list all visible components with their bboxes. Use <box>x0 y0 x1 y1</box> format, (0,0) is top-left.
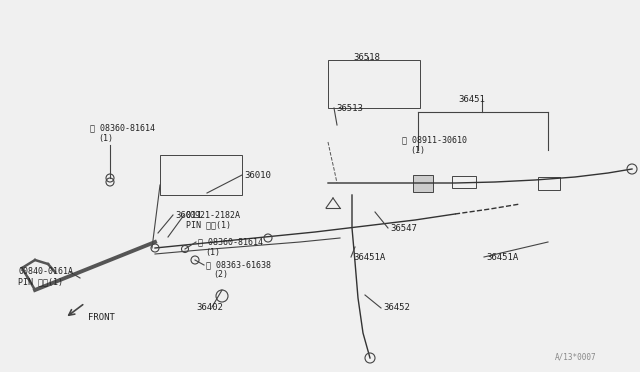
Text: FRONT: FRONT <box>88 314 115 323</box>
Text: 36518: 36518 <box>353 52 380 61</box>
Text: (2): (2) <box>213 270 228 279</box>
Text: ⓝ 08911-30610: ⓝ 08911-30610 <box>402 135 467 144</box>
Text: 36451A: 36451A <box>486 253 518 262</box>
Text: 36547: 36547 <box>390 224 417 232</box>
Bar <box>538 177 560 190</box>
Text: A/13*0007: A/13*0007 <box>555 353 596 362</box>
Text: (1): (1) <box>205 247 220 257</box>
Text: PIN ピン(1): PIN ピン(1) <box>18 278 63 286</box>
Text: 36010: 36010 <box>244 170 271 180</box>
Bar <box>413 175 433 192</box>
Text: 00840-0161A: 00840-0161A <box>18 267 73 276</box>
Text: 36513: 36513 <box>336 103 363 112</box>
Text: 36451: 36451 <box>458 94 485 103</box>
Text: Ⓢ 08360-81614: Ⓢ 08360-81614 <box>90 124 155 132</box>
Text: (1): (1) <box>410 145 425 154</box>
Bar <box>160 155 242 195</box>
Bar <box>328 60 420 108</box>
Text: Ⓢ 08360-81614: Ⓢ 08360-81614 <box>198 237 263 247</box>
Text: 00921-2182A: 00921-2182A <box>186 211 241 219</box>
Text: Ⓢ 08363-61638: Ⓢ 08363-61638 <box>206 260 271 269</box>
Text: 36402: 36402 <box>196 304 223 312</box>
Text: 36451A: 36451A <box>353 253 385 262</box>
Bar <box>452 176 476 188</box>
Text: PIN ピン(1): PIN ピン(1) <box>186 221 231 230</box>
Text: 36452: 36452 <box>383 304 410 312</box>
Text: (1): (1) <box>98 134 113 142</box>
Text: 36011: 36011 <box>175 211 202 219</box>
